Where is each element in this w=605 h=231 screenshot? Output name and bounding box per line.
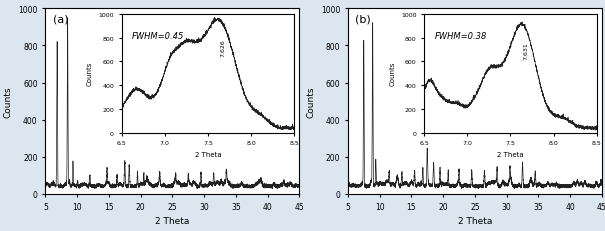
X-axis label: 2 Theta: 2 Theta [155, 216, 189, 225]
Y-axis label: Counts: Counts [4, 86, 13, 117]
Y-axis label: Counts: Counts [306, 86, 315, 117]
Text: (a): (a) [53, 15, 68, 25]
Text: (b): (b) [356, 15, 371, 25]
X-axis label: 2 Theta: 2 Theta [458, 216, 492, 225]
